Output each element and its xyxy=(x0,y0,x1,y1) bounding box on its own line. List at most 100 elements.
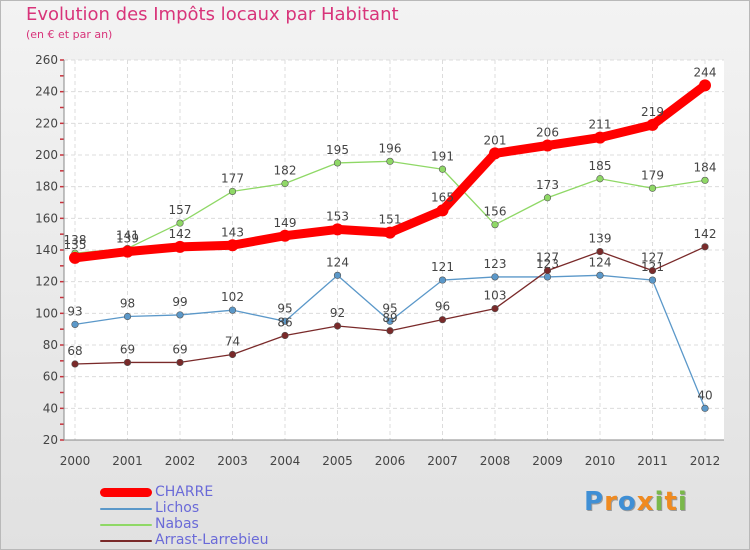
data-point xyxy=(176,219,184,227)
y-tick-label: 140 xyxy=(35,243,58,257)
series-charre: 135 139 142 143 149 153 151 165 201 206 211 219 244 xyxy=(64,65,717,264)
data-point xyxy=(281,317,289,325)
data-point xyxy=(331,223,344,236)
data-point xyxy=(648,276,657,284)
data-point xyxy=(438,276,447,284)
data-label: 123 xyxy=(536,257,559,271)
data-label: 127 xyxy=(641,251,664,265)
data-label: 156 xyxy=(484,205,507,219)
data-point xyxy=(648,184,657,192)
data-point xyxy=(543,194,552,202)
data-point xyxy=(701,176,709,184)
data-point xyxy=(646,118,659,131)
logo-letter: i xyxy=(677,487,688,517)
data-point xyxy=(386,317,394,325)
legend-swatch xyxy=(100,540,152,542)
data-label: 124 xyxy=(326,255,349,269)
data-label: 141 xyxy=(116,228,139,242)
y-tick-label: 240 xyxy=(35,85,58,99)
data-point xyxy=(491,273,499,281)
data-point xyxy=(543,266,552,275)
data-label: 123 xyxy=(484,257,507,271)
x-tick-label: 2010 xyxy=(585,454,616,468)
data-point xyxy=(384,226,396,239)
y-tick-label: 60 xyxy=(43,370,58,384)
data-point xyxy=(438,165,447,173)
logo-letter: P xyxy=(584,487,605,517)
data-point xyxy=(281,331,289,340)
series-lichos: 939899102951249512112312312412140 xyxy=(67,255,713,412)
data-label: 103 xyxy=(484,289,507,303)
x-tick-label: 2009 xyxy=(532,454,563,468)
data-label: 69 xyxy=(120,342,135,356)
y-tick-label: 120 xyxy=(35,275,58,289)
x-tick-label: 2011 xyxy=(637,454,668,468)
legend-label: Nabas xyxy=(155,516,199,532)
data-label: 68 xyxy=(67,344,82,358)
legend-swatch xyxy=(100,524,152,526)
data-point xyxy=(594,131,606,144)
y-tick-label: 220 xyxy=(35,116,58,130)
data-label: 219 xyxy=(641,105,664,119)
data-label: 195 xyxy=(326,143,349,157)
data-label: 95 xyxy=(382,301,397,315)
x-tick-label: 2005 xyxy=(322,454,353,468)
data-point xyxy=(333,159,342,167)
y-tick-label: 260 xyxy=(35,53,58,67)
x-tick-label: 2007 xyxy=(427,454,458,468)
data-point xyxy=(279,229,291,242)
data-point xyxy=(541,139,554,152)
data-label: 142 xyxy=(169,227,192,241)
x-tick-label: 2001 xyxy=(112,454,143,468)
legend-label: Lichos xyxy=(155,500,200,516)
legend-swatch xyxy=(100,488,152,497)
data-label: 69 xyxy=(172,342,187,356)
data-point xyxy=(226,239,239,252)
x-tick-label: 2002 xyxy=(165,454,196,468)
data-point xyxy=(436,204,449,217)
data-label: 184 xyxy=(694,160,717,174)
data-label: 201 xyxy=(484,133,507,147)
data-label: 121 xyxy=(431,260,454,274)
data-point xyxy=(491,304,499,313)
logo-letter: r xyxy=(604,487,618,517)
data-label: 102 xyxy=(221,290,244,304)
data-label: 196 xyxy=(379,141,402,155)
data-point xyxy=(228,187,237,196)
y-tick-label: 180 xyxy=(35,180,58,194)
data-point xyxy=(699,79,711,92)
data-point xyxy=(596,271,604,279)
data-point xyxy=(228,306,237,314)
data-label: 244 xyxy=(694,65,717,79)
data-label: 139 xyxy=(116,232,139,246)
data-point xyxy=(69,251,81,264)
data-point xyxy=(281,179,289,188)
data-point xyxy=(701,404,709,412)
data-point xyxy=(438,316,447,324)
data-label: 74 xyxy=(225,335,240,349)
data-label: 92 xyxy=(330,306,345,320)
data-label: 86 xyxy=(277,316,292,330)
data-point xyxy=(333,322,342,330)
data-label: 149 xyxy=(274,216,297,230)
data-label: 165 xyxy=(431,190,454,204)
logo-letter: o xyxy=(617,487,637,517)
x-tick-label: 2003 xyxy=(217,454,248,468)
data-label: 127 xyxy=(536,251,559,265)
data-label: 206 xyxy=(536,126,559,140)
x-tick-label: 2008 xyxy=(480,454,511,468)
y-tick-label: 40 xyxy=(43,401,58,415)
logo-letter: i xyxy=(654,487,665,517)
y-tick-label: 20 xyxy=(43,433,58,447)
x-tick-label: 2004 xyxy=(270,454,301,468)
proxiti-logo: Proxiti xyxy=(584,487,688,517)
logo-letter: x xyxy=(636,487,655,517)
data-label: 138 xyxy=(64,233,87,247)
y-tick-label: 80 xyxy=(43,338,58,352)
data-point xyxy=(174,240,186,253)
data-point xyxy=(71,360,79,368)
y-tick-label: 100 xyxy=(35,306,58,320)
y-tick-label: 200 xyxy=(35,148,58,162)
data-label: 124 xyxy=(589,255,612,269)
chart-title: Evolution des Impôts locaux par Habitant xyxy=(26,4,399,25)
